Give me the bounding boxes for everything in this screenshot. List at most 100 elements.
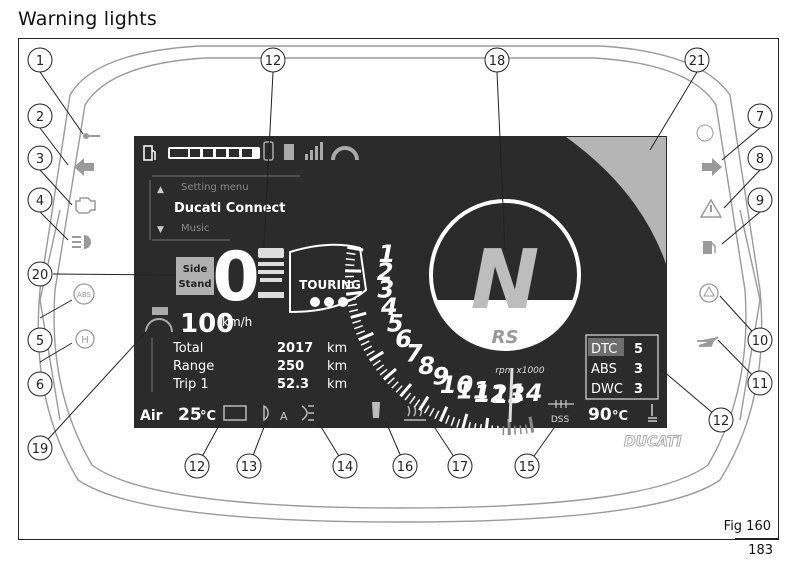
callout-circle — [484, 47, 510, 73]
trip-label-trip1: Trip 1 — [172, 377, 209, 392]
tach-tick — [445, 414, 450, 424]
trip-label-range: Range — [173, 359, 214, 374]
svg-text:ABS: ABS — [77, 291, 91, 299]
tach-tick — [461, 413, 469, 430]
page-title: Warning lights — [18, 8, 157, 30]
callout-circle — [747, 327, 773, 353]
fuel-reserve-icon — [703, 241, 716, 254]
callout-number: 18 — [489, 54, 506, 69]
tach-tick — [347, 245, 364, 252]
trip-value-trip1: 52.3 — [277, 377, 309, 392]
trip-unit-range: km — [327, 359, 347, 374]
callout-number: 15 — [519, 460, 536, 475]
tach-numeral: 13 — [492, 381, 525, 409]
callout-number: 14 — [337, 460, 354, 475]
svg-text:▼: ▼ — [157, 225, 164, 235]
tach-tick — [450, 416, 456, 426]
oil-pressure-icon — [697, 336, 719, 347]
tach-tick — [479, 424, 483, 434]
tach-tick — [467, 421, 472, 431]
engine-icon — [75, 197, 96, 214]
hold-warning-icon: H — [75, 329, 95, 349]
abs-warning-icon: ABS — [73, 283, 95, 305]
left-turn-indicator-icon — [74, 158, 94, 176]
tach-numeral: 12 — [474, 380, 507, 408]
left-warning-icons: ABS H — [72, 133, 100, 349]
heated-grips-icon — [372, 402, 380, 418]
callout-number: 13 — [241, 460, 258, 475]
high-beam-icon — [72, 235, 91, 249]
menu-item-ducati-connect: Ducati Connect — [174, 201, 285, 216]
riding-mode-frame — [289, 243, 368, 314]
callout-number: 1 — [36, 54, 44, 69]
tach-tick — [382, 367, 397, 381]
callout-circle — [708, 407, 734, 433]
menu-item-setting: Setting menu — [181, 182, 249, 193]
callout-number: 12 — [713, 414, 730, 429]
tach-tick — [413, 399, 421, 408]
tach-tick — [376, 364, 385, 371]
tach-tick — [356, 330, 366, 335]
tach-numeral: 3 — [378, 275, 395, 303]
figure-label: Fig 160 — [723, 519, 771, 534]
callout-circle — [392, 453, 418, 479]
general-warning-icon — [699, 198, 723, 218]
tach-tick — [519, 425, 522, 435]
callout-circle — [27, 145, 53, 171]
air-temp-unit: °C — [200, 409, 216, 424]
tach-numeral: 1 — [378, 240, 395, 268]
tach-tick — [524, 424, 528, 434]
setting-label-dtc: DTC — [591, 342, 617, 357]
tach-numeral: 9 — [433, 362, 450, 390]
callout-number: 8 — [756, 152, 764, 167]
figure-frame — [18, 38, 779, 540]
tach-tick — [358, 331, 374, 342]
speedometer-icon — [145, 307, 173, 333]
riding-mode-icons — [310, 297, 348, 307]
callout-circle — [27, 435, 53, 461]
trip-table: Total 2017 km Range 250 km Trip 1 52.3 k… — [172, 341, 347, 392]
dashboard-casing — [37, 45, 763, 523]
tach-tick — [484, 417, 490, 435]
menu-panel: ▲ ▼ Setting menu Ducati Connect Music — [149, 175, 300, 241]
tach-tick — [345, 290, 363, 296]
battery-icon — [284, 144, 294, 160]
tach-tick — [379, 368, 388, 376]
right-warning-icons — [696, 124, 723, 347]
callout-number: 7 — [756, 110, 764, 125]
side-stand-text-1: Side — [183, 264, 208, 275]
callout-circle — [27, 327, 53, 353]
trip-unit-trip1: km — [327, 377, 347, 392]
shift-light-zone — [566, 137, 666, 264]
tach-tick — [473, 423, 477, 433]
tach-tick — [490, 425, 494, 435]
tach-numeral: 8 — [418, 352, 435, 380]
tach-tick — [418, 395, 430, 412]
callout-number: 16 — [397, 460, 414, 475]
callout-circle — [260, 47, 286, 73]
callout-number: 4 — [36, 194, 44, 209]
callout-circle — [184, 453, 210, 479]
callout-circle — [447, 453, 473, 479]
tach-numeral: 10 — [440, 371, 473, 399]
headset-icon — [331, 146, 359, 161]
tach-tick — [347, 303, 357, 307]
speed-big-digit: 0 — [212, 238, 259, 317]
dss-label: DSS — [551, 415, 570, 425]
tach-tick — [366, 350, 375, 357]
tach-tick — [528, 416, 535, 433]
setting-value-dtc: 5 — [634, 342, 643, 357]
callout-circle — [747, 187, 773, 213]
callout-circle — [27, 261, 53, 287]
tach-tick — [352, 319, 362, 324]
tach-tick — [409, 395, 416, 404]
tach-numeral: 4 — [380, 293, 398, 321]
fog-light-icon — [301, 405, 314, 421]
menu-item-music: Music — [181, 223, 209, 234]
tach-tick — [368, 350, 385, 362]
tach-tick — [404, 392, 412, 401]
air-temp-value: 25 — [178, 405, 202, 425]
callout-circle — [27, 187, 53, 213]
